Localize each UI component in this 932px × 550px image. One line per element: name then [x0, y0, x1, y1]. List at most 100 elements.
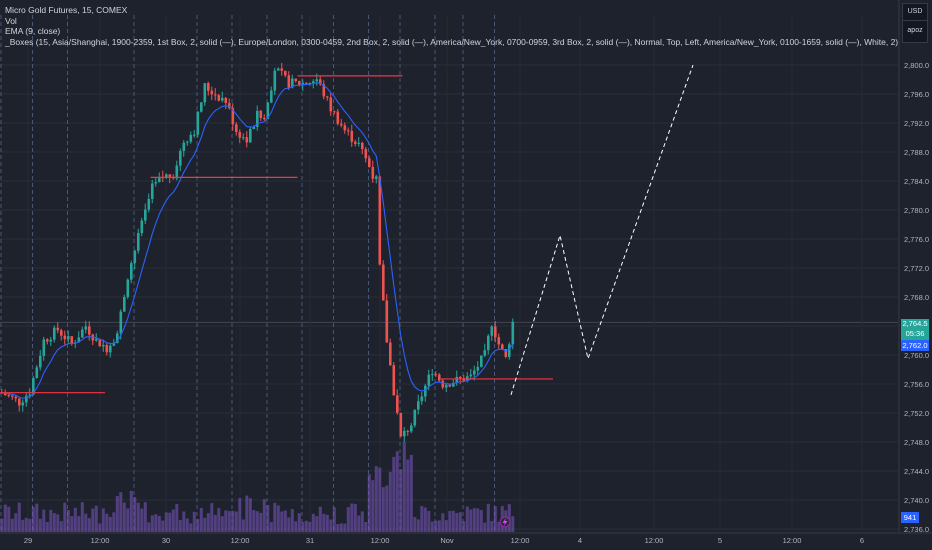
- lightning-icon[interactable]: [499, 516, 511, 528]
- candle-body: [480, 355, 483, 367]
- y-tick-label: 2,740.0: [904, 496, 929, 505]
- volume-bar: [189, 523, 193, 532]
- volume-bar: [427, 510, 431, 532]
- legend-title[interactable]: Micro Gold Futures, 15, COMEX: [5, 5, 128, 15]
- legend-boxes[interactable]: _Boxes (15, Asia/Shanghai, 1900-2359, 1s…: [5, 36, 899, 47]
- x-tick-label: 30: [162, 536, 170, 545]
- candle-body: [231, 107, 235, 125]
- volume-bar: [182, 511, 186, 532]
- candle-body: [277, 68, 280, 71]
- volume-bar: [203, 517, 207, 532]
- candle-body: [196, 111, 200, 135]
- volume-bar: [101, 508, 105, 532]
- volume-bar: [294, 521, 298, 532]
- volume-bar: [66, 509, 70, 532]
- currency-usd[interactable]: USD: [903, 4, 927, 21]
- candle-body: [315, 79, 319, 82]
- volume-bar: [392, 456, 396, 532]
- volume-bar: [462, 521, 466, 532]
- candle-body: [343, 125, 347, 131]
- volume-bar: [297, 513, 301, 532]
- candle-body: [308, 83, 312, 85]
- volume-bar: [52, 513, 56, 532]
- legend-ema[interactable]: EMA (9, close): [5, 26, 61, 36]
- candle-body: [305, 82, 308, 84]
- candle-body: [42, 339, 46, 356]
- last-price-value: 2,764.5: [902, 319, 928, 328]
- candle-body: [273, 70, 277, 91]
- candle-body: [179, 150, 182, 166]
- volume-bar: [248, 498, 252, 532]
- y-tick-label: 2,776.0: [904, 235, 929, 244]
- currency-selector[interactable]: USD apoz: [902, 3, 928, 43]
- volume-bar: [126, 508, 130, 532]
- volume-bar: [217, 508, 221, 532]
- y-tick-label: 2,756.0: [904, 380, 929, 389]
- volume-bar: [143, 502, 147, 532]
- unit-apoz[interactable]: apoz: [907, 27, 923, 34]
- volume-bar: [423, 507, 427, 532]
- candle-body: [462, 378, 466, 382]
- volume-bar: [227, 511, 231, 532]
- x-tick-label: 12:00: [91, 536, 110, 545]
- volume-bar: [308, 521, 312, 532]
- candle-body: [487, 335, 490, 351]
- candle-body: [207, 83, 210, 91]
- candle-body: [494, 326, 497, 338]
- x-tick-label: Nov: [440, 536, 454, 545]
- volume-bar: [325, 514, 329, 532]
- candle-body: [403, 430, 406, 437]
- candle-body: [217, 95, 221, 101]
- volume-bar: [213, 514, 217, 532]
- candle-body: [490, 326, 494, 336]
- candle-body: [81, 329, 84, 338]
- candle-body: [434, 374, 438, 376]
- volume-bar: [35, 503, 39, 532]
- volume-bar: [164, 512, 168, 532]
- candle-body: [259, 110, 263, 118]
- y-tick-label: 2,752.0: [904, 409, 929, 418]
- volume-bar: [77, 516, 81, 532]
- volume-bar: [42, 509, 46, 532]
- volume-bar: [388, 471, 392, 532]
- volume-bar: [87, 518, 91, 532]
- candle-body: [368, 158, 371, 168]
- volume-bar: [322, 513, 326, 532]
- volume-bar: [199, 507, 203, 532]
- volume-bar: [171, 509, 175, 532]
- volume-bar: [231, 510, 235, 532]
- candle-body: [245, 137, 249, 143]
- candle-body: [392, 365, 396, 396]
- candle-body: [455, 376, 459, 384]
- volume-bar: [122, 502, 126, 532]
- volume-bar: [91, 508, 95, 532]
- volume-bar: [437, 520, 441, 532]
- candle-body: [511, 321, 515, 345]
- candle-body: [406, 430, 410, 432]
- volume-bar: [7, 506, 11, 532]
- candle-body: [364, 149, 368, 159]
- candle-body: [21, 402, 25, 406]
- session-separators: [0, 15, 495, 532]
- volume-bar: [28, 518, 32, 532]
- volume-bar: [136, 502, 140, 532]
- candle-body: [77, 337, 81, 343]
- y-tick-label: 2,768.0: [904, 293, 929, 302]
- candle-body: [431, 374, 434, 376]
- ema-line: [1, 82, 514, 399]
- volume-bar: [73, 507, 77, 532]
- volume-bar: [168, 512, 172, 532]
- volume-bar: [0, 518, 4, 532]
- volume-bar: [3, 504, 7, 532]
- candle-body: [361, 142, 364, 150]
- volume-bar: [119, 492, 123, 532]
- legend-vol[interactable]: Vol: [5, 15, 17, 26]
- volume-bar: [346, 507, 350, 532]
- volume-bar: [357, 515, 361, 532]
- volume-bar: [367, 474, 371, 532]
- volume-bar: [507, 504, 511, 532]
- candle-body: [354, 141, 357, 144]
- volume-bar: [311, 513, 315, 532]
- candle-body: [123, 296, 126, 312]
